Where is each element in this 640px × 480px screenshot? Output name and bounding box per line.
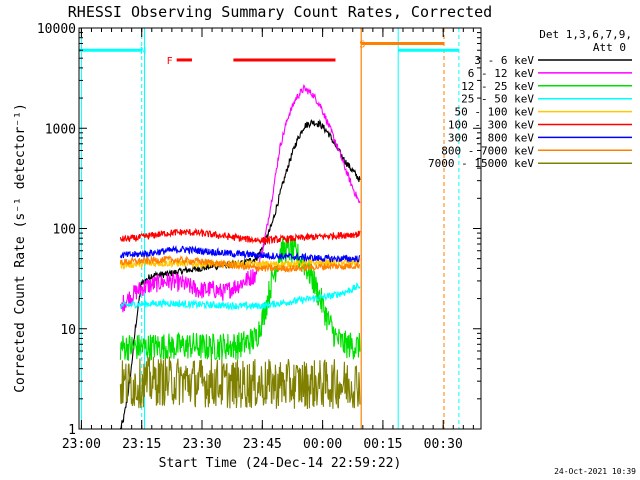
series-line xyxy=(119,282,361,311)
series-line xyxy=(119,244,361,263)
y-tick-label: 1 xyxy=(68,423,76,438)
legend-entry-label: 100 - 300 keV xyxy=(448,119,534,132)
annotation-n: N xyxy=(140,46,146,57)
legend-entry-label: 7000 - 15000 keV xyxy=(428,157,534,170)
series-line xyxy=(119,356,361,410)
x-axis: 23:00 23:15 23:30 23:45 00:00 00:15 00:30 xyxy=(62,28,474,452)
series-layer xyxy=(119,84,361,429)
x-tick-label: 00:00 xyxy=(303,437,342,452)
annotation-f: F xyxy=(167,56,173,67)
legend-entry-label: 6 - 12 keV xyxy=(468,67,535,80)
legend-entry-label: 300 - 800 keV xyxy=(448,131,534,144)
y-tick-label: 10000 xyxy=(37,22,76,37)
y-axis-label: Corrected Count Rate (s⁻¹ detector⁻¹) xyxy=(13,103,28,393)
chart-title: RHESSI Observing Summary Count Rates, Co… xyxy=(68,3,492,21)
series-line xyxy=(119,237,361,361)
x-axis-label: Start Time (24-Dec-14 22:59:22) xyxy=(159,456,402,471)
y-tick-label: 100 xyxy=(53,223,76,238)
series-line xyxy=(119,84,361,313)
x-tick-label: 00:30 xyxy=(424,437,463,452)
y-axis: 1 10 100 1000 10000 xyxy=(37,22,481,438)
y-tick-label: 1000 xyxy=(45,122,76,137)
annotation-layer: N F S xyxy=(79,28,460,429)
x-tick-label: 23:45 xyxy=(243,437,282,452)
series-line xyxy=(119,227,361,245)
series-line xyxy=(119,254,361,274)
legend-entry-label: 50 - 100 keV xyxy=(455,106,535,119)
y-tick-label: 10 xyxy=(60,323,76,338)
x-tick-label: 00:15 xyxy=(363,437,402,452)
x-tick-label: 23:15 xyxy=(122,437,161,452)
legend-entry-label: 800 - 7000 keV xyxy=(441,144,534,157)
x-tick-label: 23:00 xyxy=(62,437,101,452)
timestamp: 24-Oct-2021 10:39 xyxy=(554,467,636,476)
x-tick-label: 23:30 xyxy=(182,437,221,452)
legend-header-attenuator: Att 0 xyxy=(593,41,626,54)
legend-header-detectors: Det 1,3,6,7,9, xyxy=(539,28,632,41)
annotation-s: S xyxy=(359,40,365,51)
legend-entry-label: 3 - 6 keV xyxy=(474,54,534,67)
legend-entry-label: 12 - 25 keV xyxy=(461,80,534,93)
legend-entry-label: 25 - 50 keV xyxy=(461,93,534,106)
